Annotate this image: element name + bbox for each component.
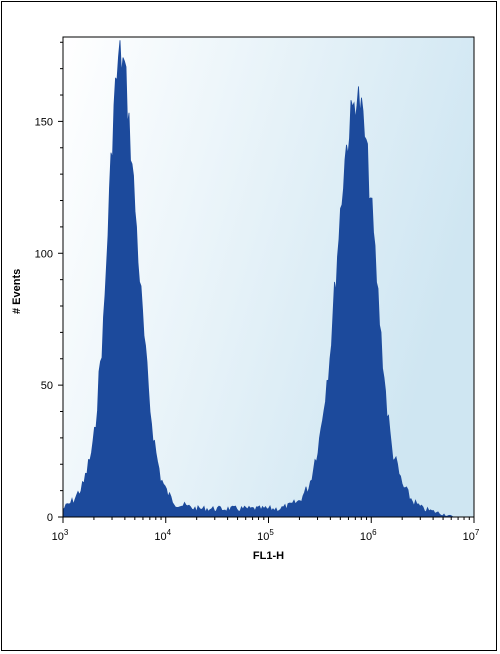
x-tick-base: 10 [360,531,372,543]
y-tick-label: 100 [35,248,53,260]
y-tick-label: 150 [35,116,53,128]
x-tick-exponent: 3 [64,528,69,537]
x-tick-label: 105 [257,528,274,543]
x-tick-label: 106 [360,528,377,543]
x-axis-label: FL1-H [253,550,284,562]
x-tick-base: 10 [257,531,269,543]
y-tick-label: 50 [41,380,53,392]
x-tick-exponent: 7 [475,528,480,537]
x-tick-label: 104 [154,528,171,543]
x-axis: 103 104 105 106 107 [52,517,480,543]
x-tick-label: 107 [463,528,480,543]
x-tick-label: 103 [52,528,69,543]
y-axis: 0 50 100 150 [35,41,63,524]
x-tick-exponent: 5 [269,528,274,537]
x-tick-base: 10 [463,531,475,543]
x-tick-exponent: 6 [372,528,377,537]
y-axis-label: # Events [11,269,23,314]
x-tick-exponent: 4 [167,528,172,537]
x-tick-base: 10 [52,531,64,543]
y-tick-label: 0 [47,512,53,524]
x-tick-base: 10 [154,531,166,543]
histogram-area [62,40,474,518]
